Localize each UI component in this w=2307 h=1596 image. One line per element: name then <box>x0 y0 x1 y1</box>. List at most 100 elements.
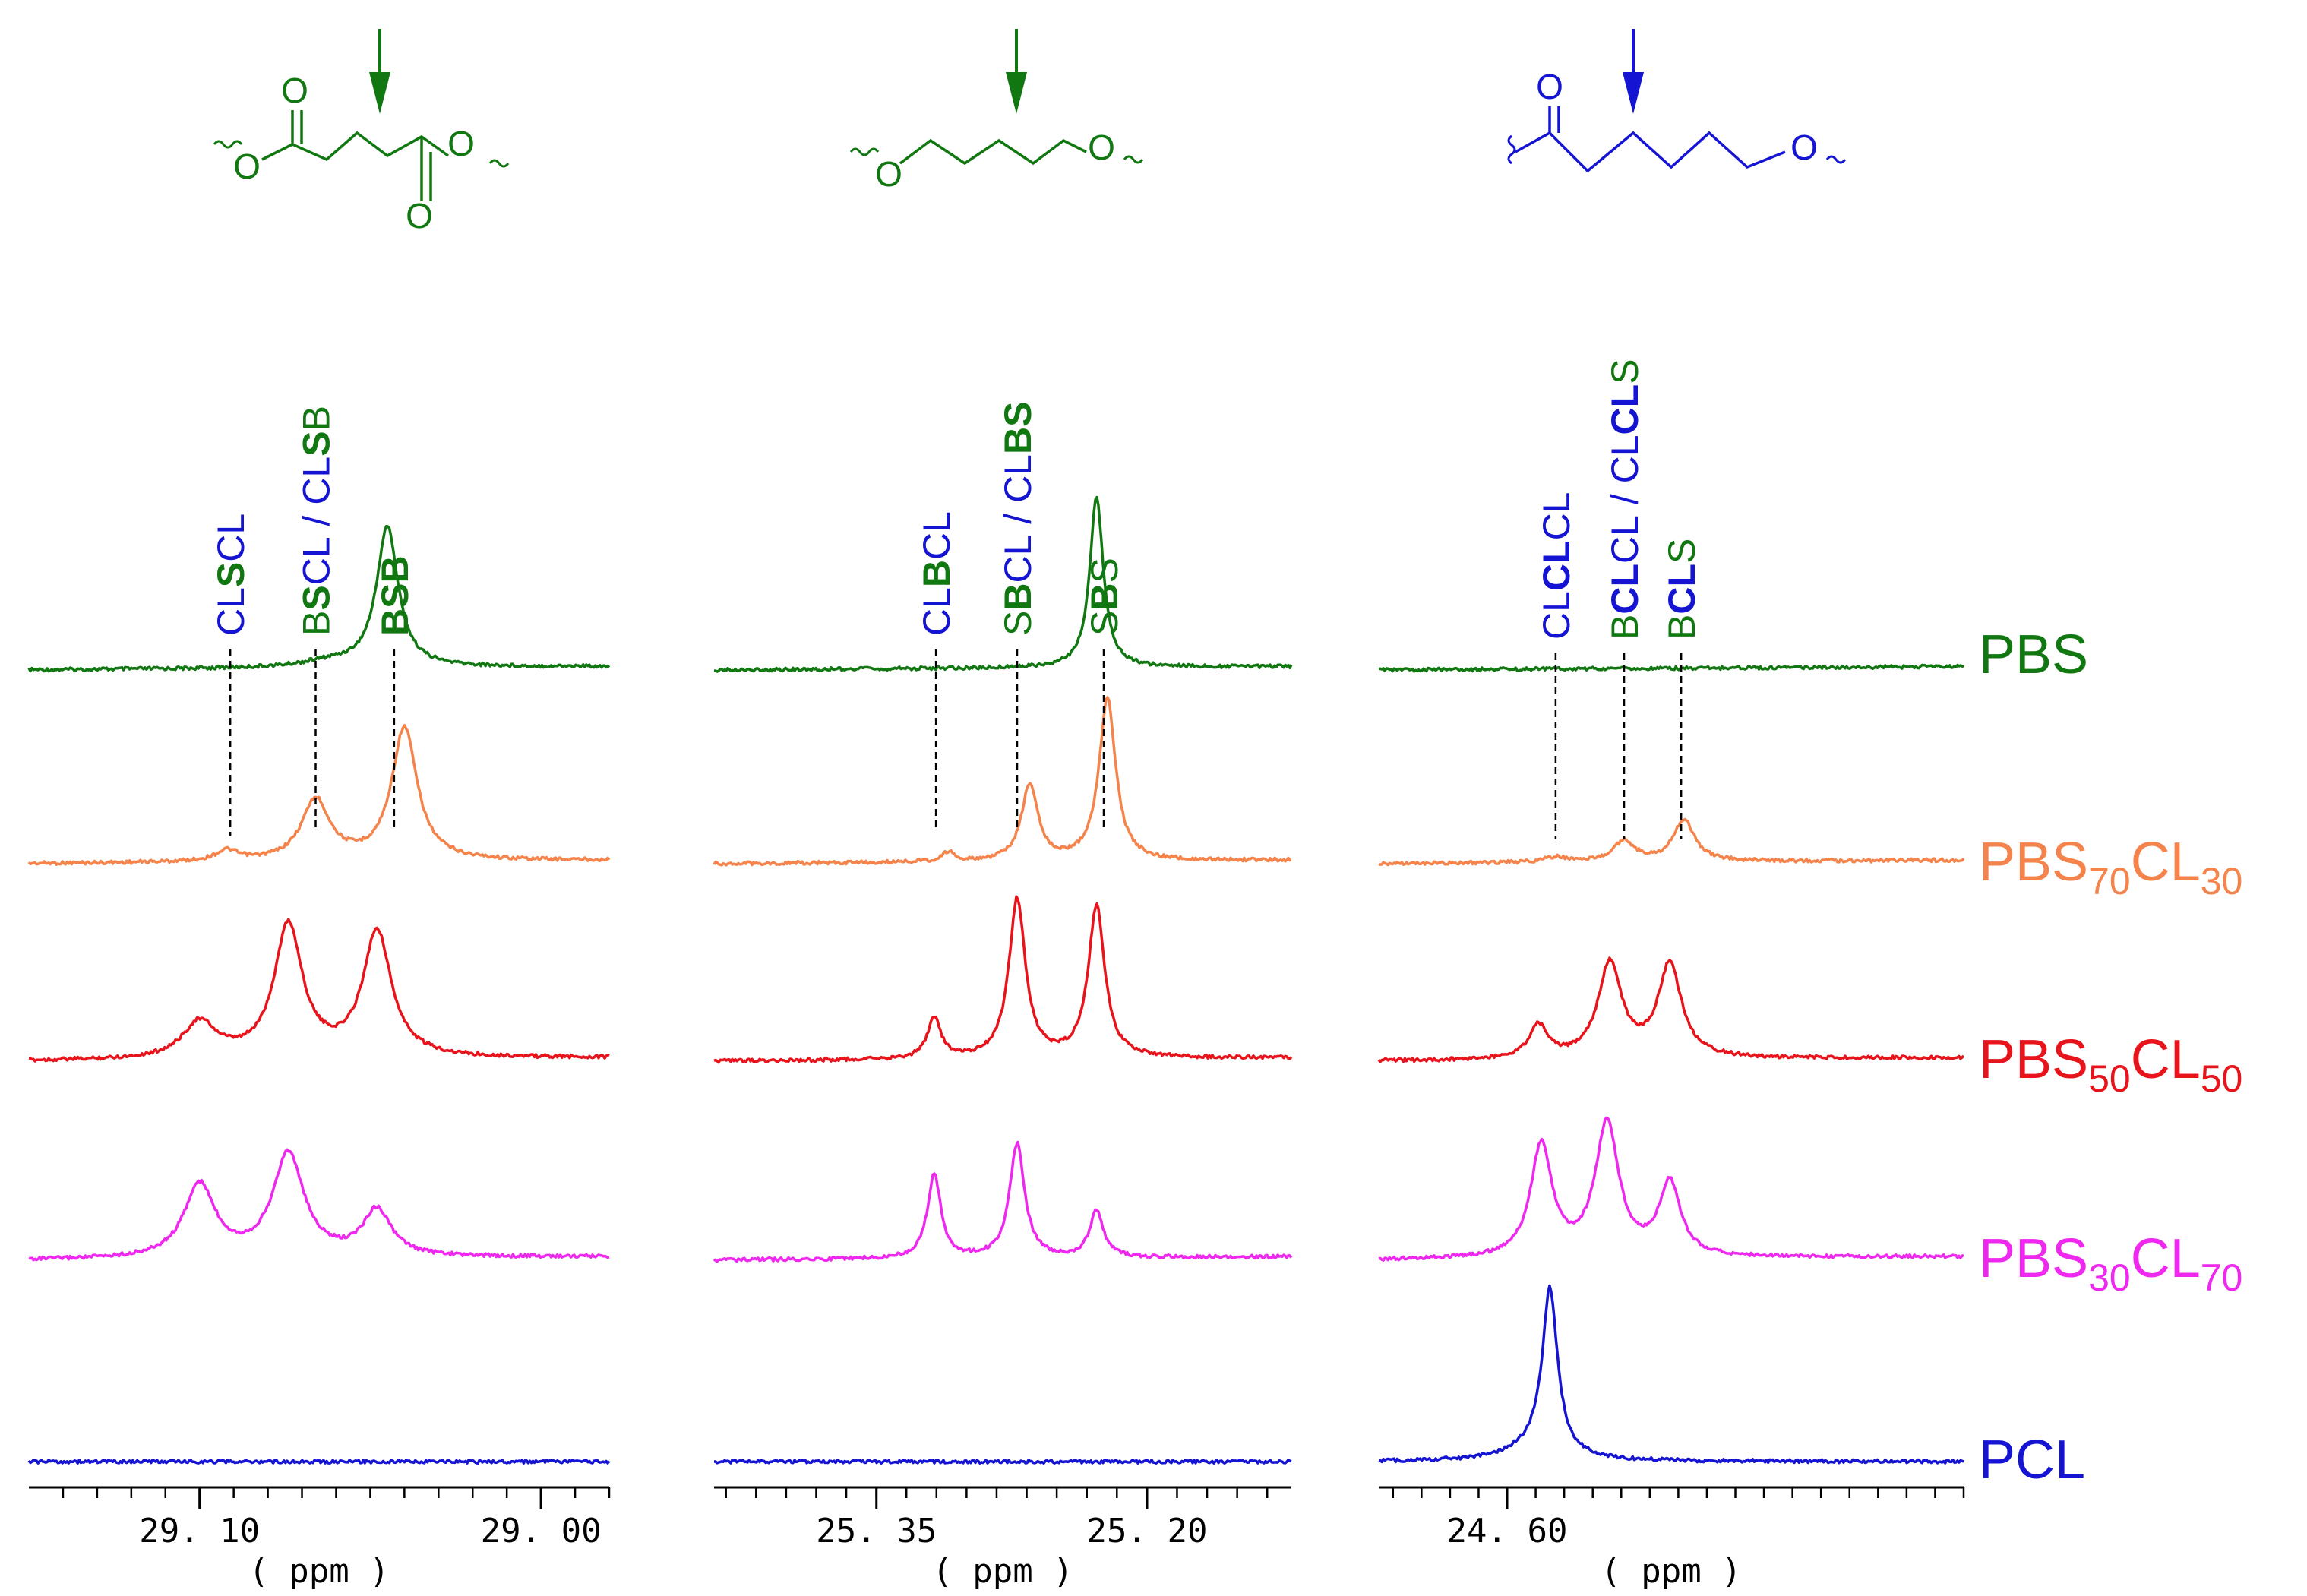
x-axis-title: ( ppm ) <box>248 1552 389 1591</box>
assignment-label-part: B <box>374 608 416 636</box>
assignment-label-part: B <box>295 611 338 636</box>
series-label-part: CL <box>2131 1228 2201 1289</box>
x-axis: 24. 60 ( ppm ) <box>1379 1486 1965 1591</box>
oxygen-atom: O <box>406 196 433 235</box>
assignment-label-part: B <box>1661 615 1703 640</box>
series-label-pbs70cl30: PBS70CL30 <box>1979 832 2242 902</box>
x-axis-title: ( ppm ) <box>932 1552 1073 1591</box>
assignment-label-part: S <box>295 585 338 610</box>
spectrum-pbs50cl50 <box>28 918 610 1063</box>
series-label-part: PBS <box>1979 1228 2088 1289</box>
spectrum-pbs30cl70 <box>1378 1116 1964 1262</box>
spectrum-pbs <box>1378 663 1964 673</box>
assignment-label: BSB <box>374 555 416 636</box>
spectrum-pbs70cl30 <box>1378 817 1965 867</box>
assignment-label: SBCL / CLBS <box>997 402 1039 636</box>
oxygen-atom: O <box>281 71 308 110</box>
assignment-label-part: S <box>210 562 252 587</box>
assignment-label-part: CL <box>210 514 252 562</box>
assignment-label: CLSCL <box>210 514 252 636</box>
assignment-label-part: CL <box>1604 384 1646 435</box>
wavy-bond <box>849 147 880 156</box>
arrow-head <box>369 72 390 114</box>
series-label-part: 30 <box>2201 860 2243 902</box>
assignment-label-part: CL <box>997 535 1039 583</box>
oxygen-atom: O <box>1088 128 1115 167</box>
x-axis-title: ( ppm ) <box>1601 1552 1741 1591</box>
series-label-part: PCL <box>1979 1430 2085 1490</box>
oxygen-atom: O <box>447 124 475 163</box>
x-tick-label: 29. 10 <box>139 1512 260 1550</box>
assignment-label-part: B <box>915 560 958 587</box>
x-tick-label: 24. 60 <box>1447 1512 1568 1550</box>
series-label-pbs30cl70: PBS30CL70 <box>1979 1228 2242 1299</box>
series-label-part: 70 <box>2088 860 2131 902</box>
x-tick-label: 29. 00 <box>481 1512 602 1550</box>
spectrum-pcl <box>27 1459 611 1465</box>
assignment-label-part: S <box>295 431 338 456</box>
assignment-label-part: CL <box>210 587 252 636</box>
assignment-label-part: B <box>1083 583 1126 611</box>
assignment-label-part: S <box>1661 539 1703 564</box>
assignment-label-part: CL <box>295 536 338 585</box>
wavy-bond <box>1825 155 1847 164</box>
assignment-label: BSCL / CLSB <box>295 406 338 636</box>
assignment-label: CLCLCL <box>1535 492 1578 640</box>
spectrum-pbs30cl70 <box>713 1140 1293 1263</box>
series-label-pbs50cl50: PBS50CL50 <box>1979 1029 2242 1100</box>
x-tick-label: 25. 35 <box>816 1512 937 1550</box>
chain-bond <box>899 138 1087 166</box>
series-label-part: PBS <box>1979 832 2088 893</box>
assignment-label-part: CL <box>295 457 338 505</box>
wavy-bond <box>1507 134 1516 165</box>
spectrum-pbs70cl30 <box>27 723 611 866</box>
assignment-label: CLBCL <box>915 511 958 636</box>
assignment-label-part: S <box>1083 558 1126 583</box>
series-label-part: PBS <box>1979 1029 2088 1090</box>
series-label-part: CL <box>2131 1029 2201 1090</box>
spectrum-pbs30cl70 <box>28 1148 610 1262</box>
assignment-label-part: S <box>997 402 1039 427</box>
assignment-label-part: / <box>295 505 338 537</box>
assignment-label-part: / <box>997 503 1039 535</box>
assignment-label-part: CL <box>1535 540 1578 591</box>
spectrum-pcl <box>1378 1284 1964 1465</box>
assignment-label-part: / <box>1604 483 1646 515</box>
spectrum-pbs <box>713 495 1293 673</box>
assignment-label-part: CL <box>997 454 1039 503</box>
assignment-label-part: B <box>1604 615 1646 640</box>
assignment-label: BCLCL / CLCLS <box>1604 359 1646 640</box>
wavy-bond <box>1123 155 1144 164</box>
arrow-head <box>1623 72 1644 114</box>
assignment-label-part: S <box>1604 359 1646 384</box>
series-label-part: 50 <box>2088 1057 2131 1100</box>
assignment-label: BCLS <box>1661 539 1703 640</box>
assignment-label-part: CL <box>915 511 958 560</box>
oxygen-atom: O <box>875 154 902 194</box>
assignment-label: SBS <box>1083 558 1126 636</box>
oxygen-atom: O <box>233 147 261 186</box>
oxygen-atom: O <box>1790 128 1818 167</box>
structure-butanediol: OO <box>849 29 1144 194</box>
assignment-label-part: B <box>997 427 1039 454</box>
x-axis: 29. 10 29. 00 ( ppm ) <box>29 1486 611 1591</box>
wavy-bond <box>213 140 243 149</box>
series-label-part: CL <box>2131 832 2201 893</box>
assignment-label-part: S <box>1083 611 1126 636</box>
series-label-part: 70 <box>2201 1256 2243 1299</box>
assignment-label-part: B <box>295 406 338 431</box>
x-tick-label: 25. 20 <box>1087 1512 1208 1550</box>
assignment-label-part: B <box>374 555 416 583</box>
spectrum-pbs70cl30 <box>713 696 1292 867</box>
x-axis: 25. 35 25. 20 ( ppm ) <box>714 1486 1291 1591</box>
assignment-label-part: S <box>374 583 416 608</box>
assignment-label-part: CL <box>1604 435 1646 483</box>
arrow-head <box>1006 72 1027 114</box>
assignment-label-part: CL <box>1604 515 1646 564</box>
